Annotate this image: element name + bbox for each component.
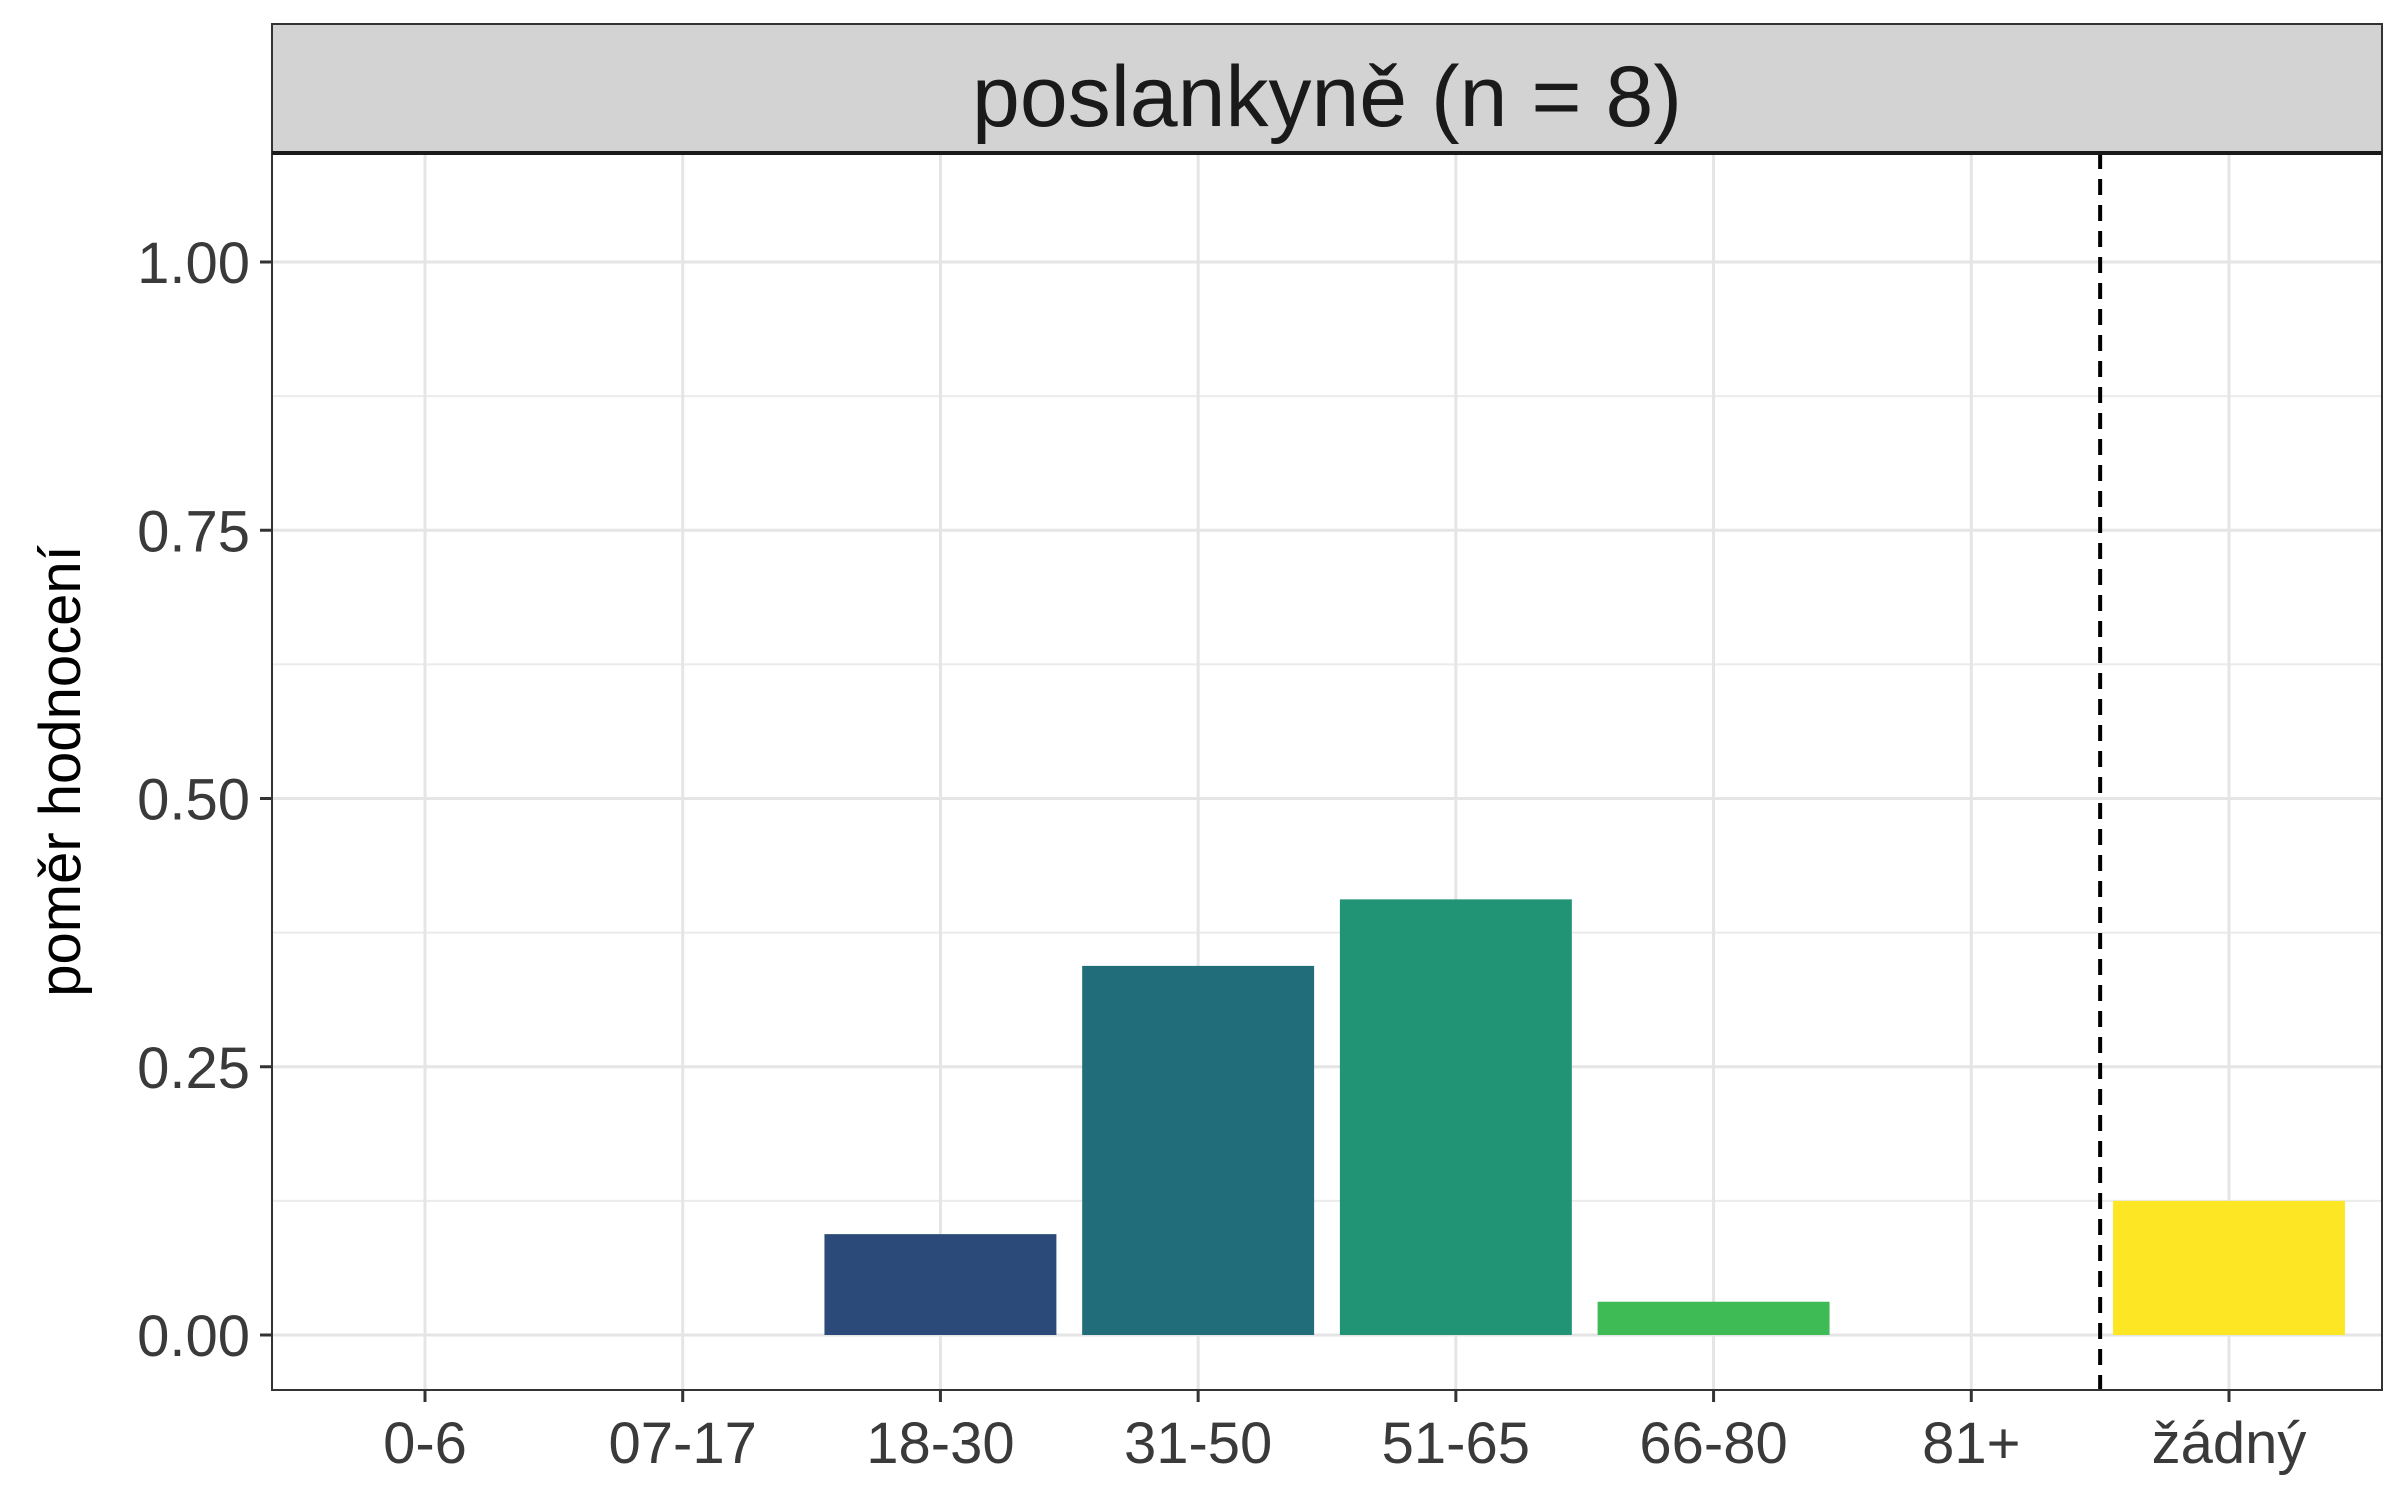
x-axis-ticks xyxy=(423,1390,2231,1402)
bar-žádný xyxy=(2113,1200,2345,1335)
panel-background xyxy=(272,153,2382,1390)
y-tick-label: 0.00 xyxy=(137,1304,250,1369)
x-tick-label: 07-17 xyxy=(609,1411,757,1476)
y-axis-ticks xyxy=(260,260,272,1337)
x-tick-label: 51-65 xyxy=(1382,1411,1530,1476)
bar-66-80 xyxy=(1597,1301,1830,1335)
x-axis-tick-labels: 0-6 07-17 18-30 31-50 51-65 66-80 81+ žádný xyxy=(383,1411,2306,1476)
y-axis-title: poměr hodnocení xyxy=(28,545,93,996)
x-tick-label: 18-30 xyxy=(866,1411,1014,1476)
y-tick-label: 0.75 xyxy=(137,499,250,564)
y-tick-label: 0.50 xyxy=(137,768,250,833)
x-tick-label: 81+ xyxy=(1922,1411,2020,1476)
bar-18-30 xyxy=(824,1234,1057,1335)
strip-background xyxy=(271,23,2383,154)
y-tick-label: 1.00 xyxy=(137,231,250,296)
x-tick-label: 31-50 xyxy=(1124,1411,1272,1476)
bar-31-50 xyxy=(1082,965,1315,1335)
bars xyxy=(824,899,2345,1335)
minor-gridlines xyxy=(272,395,2382,1202)
x-tick-label: žádný xyxy=(2152,1411,2307,1476)
y-tick-label: 0.25 xyxy=(137,1036,250,1101)
bar-51-65 xyxy=(1339,899,1572,1335)
strip-title: poslankyně (n = 8) xyxy=(972,49,1682,145)
x-tick-label: 66-80 xyxy=(1639,1411,1787,1476)
y-axis-tick-labels: 0.00 0.25 0.50 0.75 1.00 xyxy=(137,231,250,1369)
x-tick-label: 0-6 xyxy=(383,1411,467,1476)
